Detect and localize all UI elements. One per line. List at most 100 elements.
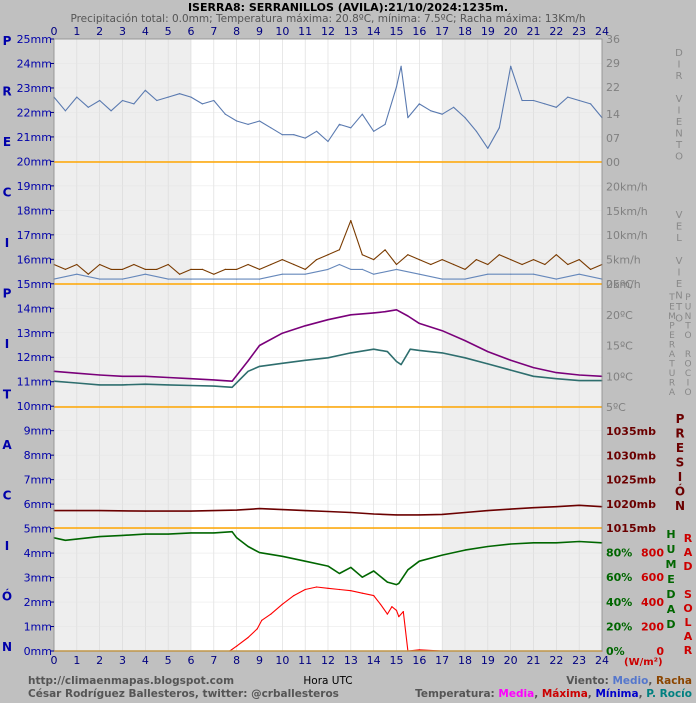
point-Humedad [258,552,261,554]
x-tick-top-3: 3 [119,25,126,38]
panel-5-tick-600: 600 [641,571,664,584]
point-Dir. viento [99,99,101,102]
point-Dir. viento [395,86,398,88]
right-vel-viento-letter: L [676,233,682,244]
point-Racha [532,259,535,261]
right-punto-rocio-letter: O [684,331,691,341]
right-vel-viento-letter: I [678,268,681,279]
right-punto-rocio-letter: O [684,360,691,370]
point-Máxima [441,330,443,332]
point-Dir. viento [384,123,386,125]
point-Rocío [247,370,249,372]
point-Dir. viento [281,134,283,136]
x-tick-top-15: 15 [390,25,404,38]
point-Máxima [304,325,306,327]
panel-2-tick-20ºC: 20ºC [606,309,633,322]
point-Medio [361,268,363,270]
point-Máxima [395,309,398,311]
x-tick-top-10: 10 [275,25,289,38]
right-temperatura-letter: M [668,312,676,322]
right-temperatura-letter: A [669,350,676,360]
point-Humedad [350,566,352,569]
left-precipitacion-letter: N [2,640,12,654]
point-Humedad [213,532,215,534]
point-Racha [544,263,546,266]
precip-tick-17mm: 17mm [17,229,52,242]
right-punto-rocio-letter: I [687,379,690,389]
panel-3-tick-1025mb: 1025mb [606,474,656,487]
point-Dir. viento [76,96,78,98]
precip-tick-23mm: 23mm [17,82,52,95]
right-dir-viento-letter: E [676,117,682,128]
panel-0-tick-14: 14 [606,108,620,121]
point-Presión [373,513,375,515]
point-Humedad [510,543,512,545]
x-tick-top-9: 9 [256,25,263,38]
point-Medio [418,273,420,275]
x-tick-top-22: 22 [549,25,563,38]
right-temperatura-letter: U [669,369,676,379]
point-Radiación [236,645,238,647]
point-Humedad [555,542,557,544]
point-Racha [293,263,295,266]
x-tick-top-1: 1 [73,25,80,38]
point-Dir. viento [578,99,580,102]
point-Presión [578,504,580,506]
point-Medio [350,268,352,270]
precip-tick-2mm: 2mm [24,596,52,609]
point-Radiación [247,636,249,639]
right-dir-viento-letter: I [678,60,681,71]
temp-legend-minima: Mínima [595,688,638,700]
temp-legend-sep3: , [639,688,647,700]
right-humedad-letter: H [666,528,675,541]
point-Dir. viento [304,137,306,139]
point-Dir. viento [373,130,375,132]
left-precipitacion-letter: A [2,438,12,452]
left-precipitacion-letter: T [3,388,12,402]
point-Radiación [361,592,363,594]
x-tick-bottom-23: 23 [572,654,586,667]
right-temperatura-letter: E [669,303,675,313]
point-Humedad [304,560,306,562]
panel-3-tick-1035mb: 1035mb [606,425,656,438]
point-Racha [281,259,283,261]
precip-tick-20mm: 20mm [17,155,52,168]
precip-tick-19mm: 19mm [17,180,52,193]
x-tick-bottom-12: 12 [321,654,335,667]
point-Humedad [247,545,249,548]
temp-legend-prefix: Temperatura: [415,688,498,700]
point-Máxima [578,374,580,376]
x-tick-bottom-11: 11 [298,654,312,667]
point-Presión [464,511,466,514]
point-Presión [236,509,238,511]
point-Dir. viento [510,65,512,67]
x-tick-bottom-4: 4 [142,654,149,667]
x-tick-top-2: 2 [96,25,103,38]
right-vel-viento-letter: O [675,314,683,325]
point-Presión [555,506,557,508]
right-punto-rocio-letter: U [685,303,692,313]
point-Máxima [213,379,215,381]
point-Racha [361,254,363,256]
precip-tick-9mm: 9mm [24,425,52,438]
point-Máxima [510,359,512,361]
right-dir-viento-letter: T [675,140,683,151]
point-Medio [258,278,261,280]
point-Dir. viento [400,65,402,67]
point-Radiación [261,619,263,621]
point-Dir. viento [179,93,181,95]
right-dir-viento-letter: V [676,94,683,105]
point-Racha [190,268,192,270]
x-tick-top-20: 20 [504,25,518,38]
x-tick-bottom-5: 5 [165,654,172,667]
point-Dir. viento [270,127,272,129]
point-Presión [144,510,146,512]
point-Racha [87,273,89,275]
precip-tick-21mm: 21mm [17,131,52,144]
point-Radiación [418,649,420,651]
x-axis-label: Hora UTC [303,675,352,687]
x-tick-bottom-15: 15 [390,654,404,667]
right-presion-letter: Ó [675,484,685,499]
point-Medio [441,278,443,280]
x-tick-bottom-10: 10 [275,654,289,667]
